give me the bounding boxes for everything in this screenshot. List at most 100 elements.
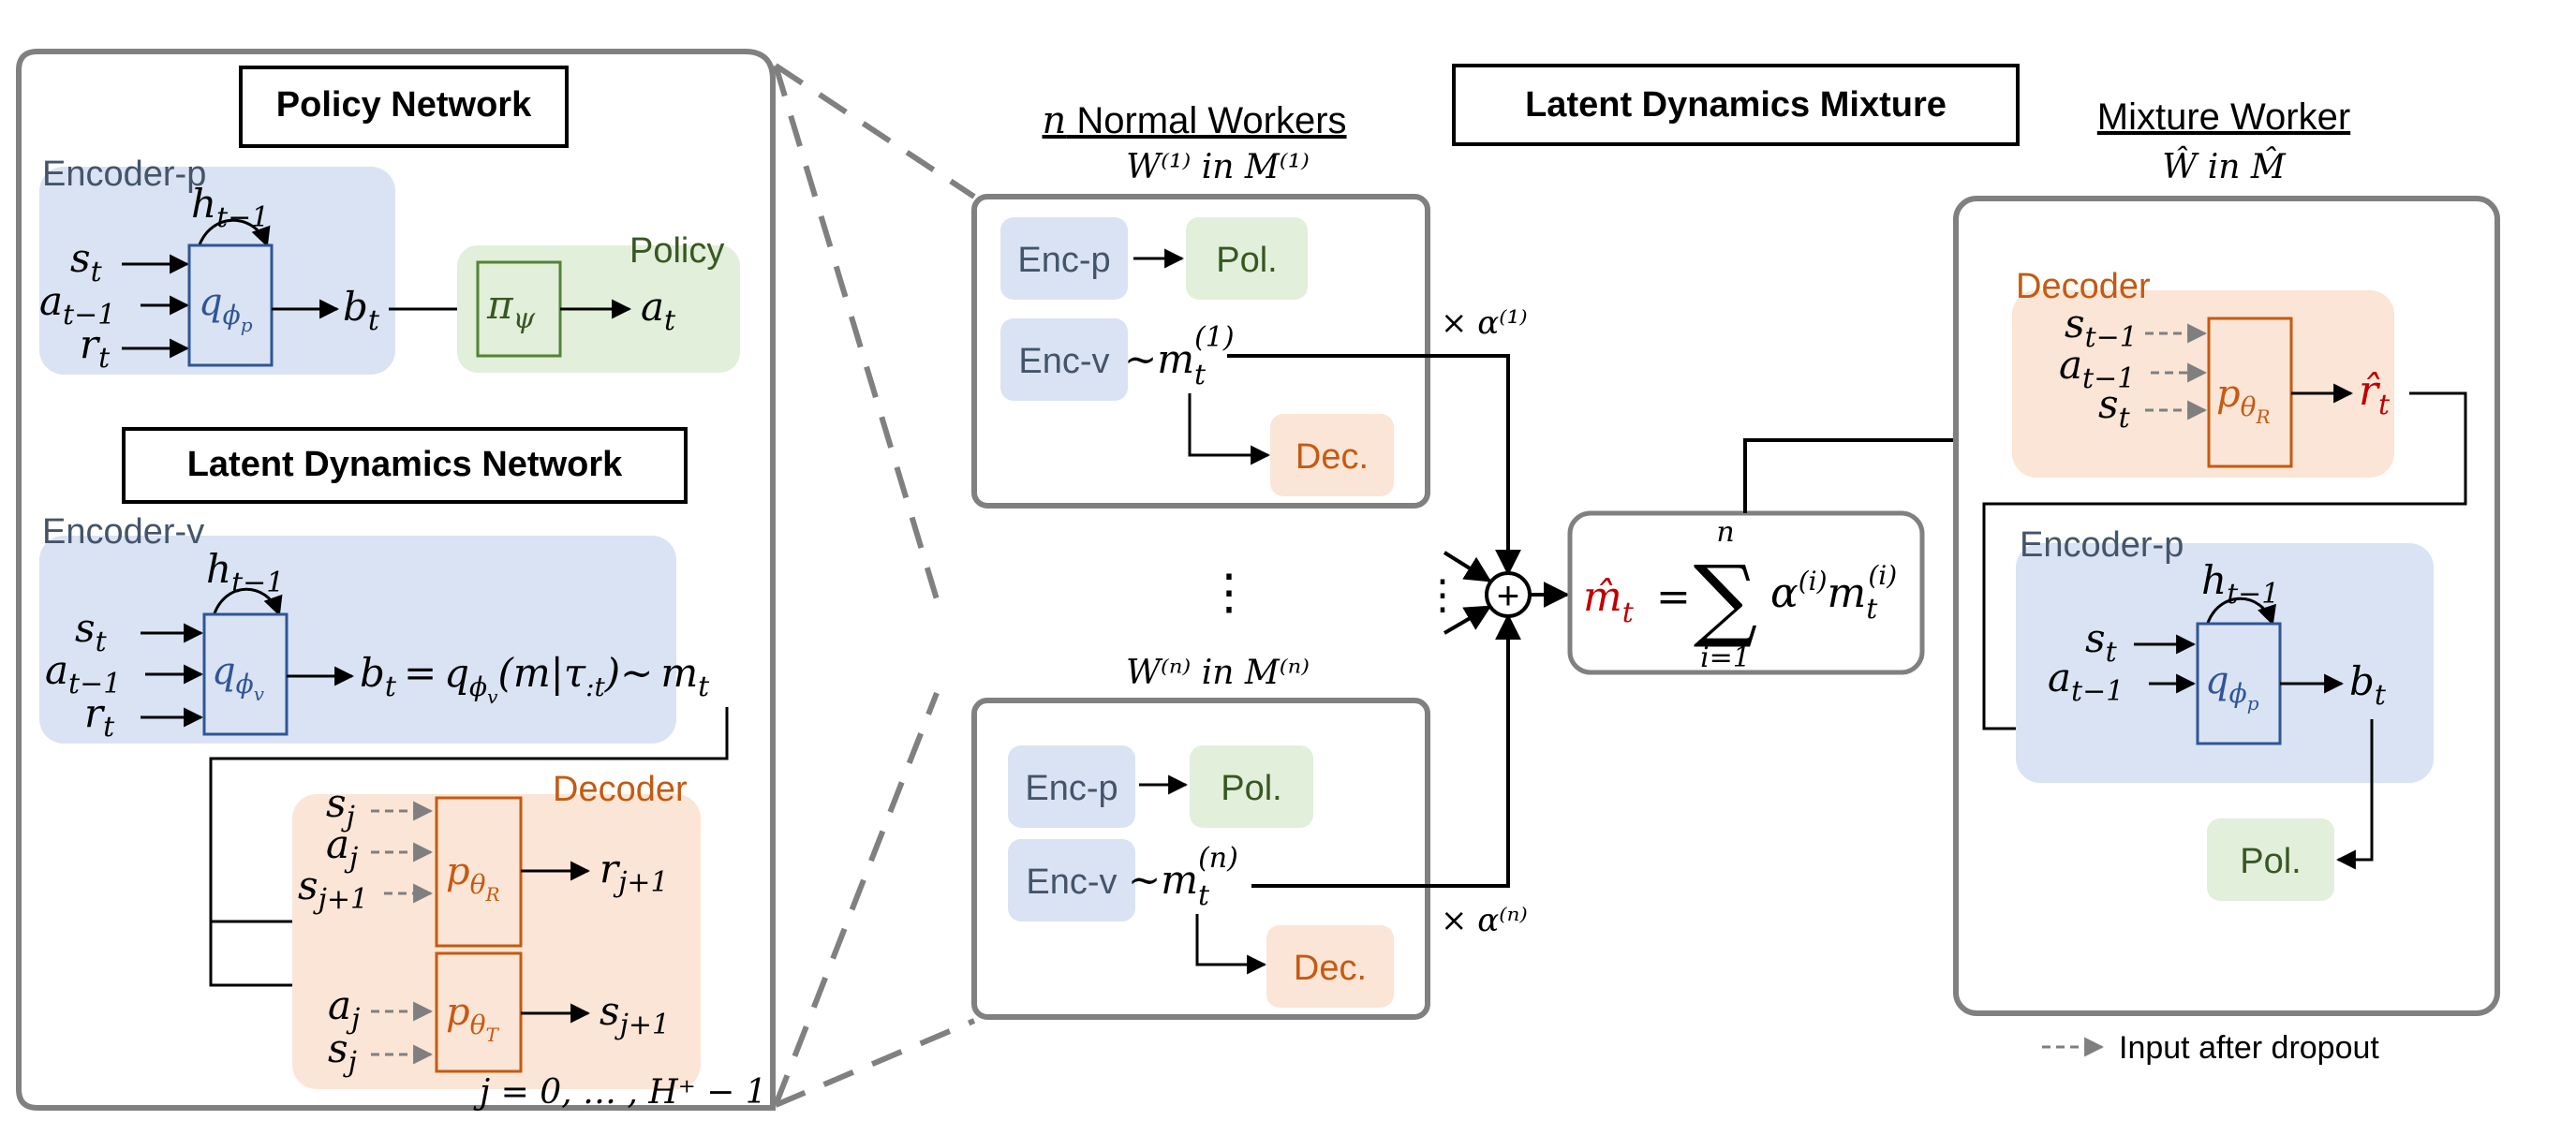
- mw-q-phi-p-label: qϕp: [2205, 659, 2259, 715]
- legend-label: Input after dropout: [2119, 1030, 2379, 1066]
- mw-s-tminus1: st−1: [2065, 301, 2138, 354]
- zoom-line-bottom-a: [774, 1018, 976, 1108]
- p-theta-r-box: [435, 796, 523, 948]
- mw-h-loop-arrow: [2205, 597, 2276, 626]
- mixture-worker-title: Mixture Worker: [2097, 96, 2350, 138]
- h-loop-arrow-v: [212, 587, 283, 617]
- left-panel-frame: [16, 49, 776, 1111]
- workern-dec: [1266, 925, 1394, 1008]
- a-tminus1-input-v: at−1: [45, 647, 121, 700]
- mixture-title: Latent Dynamics Mixture: [1525, 85, 1947, 125]
- policy-network-title-box: [239, 66, 569, 148]
- p-theta-t-box: [435, 951, 523, 1073]
- extra-input-b: [1443, 605, 1492, 635]
- m-to-decoder-line: [209, 707, 729, 995]
- sum-symbol: ∑: [1694, 546, 1758, 651]
- workern-pol-label: Pol.: [1221, 769, 1281, 808]
- pi-psi-label: πψ: [486, 282, 536, 335]
- s-t-input: st: [70, 235, 103, 288]
- alphan-label: × α⁽ⁿ⁾: [1441, 902, 1528, 939]
- worker1-enc-v: [1000, 318, 1128, 401]
- encoder-p-label: Encoder-p: [42, 155, 206, 194]
- mw-a-tminus1: at−1: [2059, 342, 2135, 395]
- p-theta-r-label: pθR: [446, 850, 500, 906]
- encoder-v-label: Encoder-v: [42, 512, 204, 552]
- worker1-dec: [1270, 414, 1394, 496]
- workern-enc-p-label: Enc-p: [1025, 769, 1118, 808]
- worker1-caption: W⁽¹⁾ in M⁽¹⁾: [1126, 148, 1310, 186]
- sum-bottom: i=1: [1700, 641, 1751, 674]
- index-range: j = 0, … , H⁺ − 1: [473, 1073, 767, 1112]
- q-phi-p-box: [187, 243, 274, 367]
- mw-a-tminus1-input: at−1: [2048, 655, 2124, 708]
- a-tminus1-input: at−1: [39, 278, 115, 332]
- h-loop-arrow: [197, 218, 271, 248]
- mixture-title-box: [1452, 64, 2020, 146]
- workern-pol: [1190, 745, 1313, 828]
- b-t-label: bt: [343, 284, 380, 337]
- q-phi-v-label: qϕv: [212, 650, 265, 705]
- worker1-m-to-dec-arrow: [1188, 393, 1271, 465]
- encoder-v-region: [39, 536, 676, 744]
- alpha1-label: × α⁽¹⁾: [1441, 304, 1528, 342]
- h-prev-label-v: ht−1: [206, 546, 284, 599]
- mixture-equation: Latent Dynamics Mixture m̂t = n ∑ i=1 α(…: [1452, 64, 2020, 675]
- workern-caption: W⁽ⁿ⁾ in M⁽ⁿ⁾: [1126, 654, 1310, 692]
- latent-dynamics-title: Latent Dynamics Network: [187, 445, 623, 484]
- workern-enc-v-label: Enc-v: [1026, 862, 1117, 902]
- mw-s-t: st: [2098, 381, 2131, 435]
- normal-workers: n Normal Workers W⁽¹⁾ in M⁽¹⁾ Enc-p Pol.…: [971, 99, 1430, 1020]
- mw-decoder-region: [2012, 290, 2394, 478]
- mw-pol: [2207, 818, 2334, 901]
- p-theta-t-label: pθT: [446, 991, 499, 1046]
- belief-equation: bt = qϕv(m|τ:t)~ mt: [360, 650, 710, 708]
- r-t-input: rt: [80, 321, 111, 375]
- worker1-dec-label: Dec.: [1295, 437, 1369, 477]
- mw-r-hat: r̂t: [2359, 367, 2391, 421]
- workern-m-to-dec-arrow: [1195, 914, 1267, 975]
- worker1-enc-p-label: Enc-p: [1017, 241, 1110, 280]
- mw-b-to-pol-arrow: [2335, 719, 2374, 870]
- workern-enc-v: [1008, 839, 1135, 921]
- m-hat-lhs: m̂t: [1583, 573, 1635, 629]
- r-t-input-v: rt: [84, 690, 115, 744]
- s-jplus1-input: sj+1: [298, 862, 368, 916]
- worker1-to-sum-line: [1227, 354, 1521, 576]
- extra-input-ellipsis: ⋮: [1422, 571, 1463, 619]
- a-j-input: aj: [326, 821, 358, 875]
- r-jplus1-output: rj+1: [600, 846, 669, 899]
- a-j-input-t: aj: [328, 982, 360, 1036]
- mw-s-t-input: st: [2085, 615, 2118, 669]
- s-j-input: sj: [326, 780, 355, 833]
- worker1-pol-label: Pol.: [1216, 241, 1277, 280]
- q-phi-v-box: [202, 612, 289, 736]
- mixture-worker: Mixture Worker Ŵ in M̂ Decoder st−1 at−1…: [1953, 96, 2500, 1016]
- equals-sign: =: [1656, 573, 1691, 621]
- s-jplus1-output: sj+1: [600, 988, 670, 1041]
- policy-network-title: Policy Network: [276, 85, 532, 125]
- mixture-worker-caption: Ŵ in M̂: [2162, 146, 2287, 186]
- sum-term: α(i)mt(i): [1770, 560, 1897, 626]
- left-panel: Policy Network Encoder-p ht−1 st at−1 rt…: [16, 49, 776, 1112]
- worker1-pol: [1186, 217, 1308, 300]
- worker1-enc-p: [1000, 217, 1128, 300]
- workern-to-sum-line: [1251, 613, 1521, 888]
- mw-b-t: bt: [2349, 658, 2387, 712]
- mw-pol-label: Pol.: [2240, 842, 2301, 881]
- workern-enc-p: [1008, 745, 1135, 828]
- a-t-output: at: [641, 284, 676, 337]
- s-j-input-t: sj: [328, 1025, 357, 1079]
- latent-dynamics-title-box: [122, 427, 688, 504]
- legend: Input after dropout: [2042, 1030, 2379, 1066]
- workern-dec-label: Dec.: [1294, 949, 1367, 988]
- zoom-line-bottom-b: [773, 691, 940, 1107]
- mw-p-theta-r-box: [2207, 317, 2293, 468]
- mw-decoder-label: Decoder: [2016, 267, 2151, 306]
- s-t-input-v: st: [75, 605, 108, 658]
- workers-ellipsis: ⋮: [1205, 565, 1253, 621]
- worker1-enc-v-label: Enc-v: [1018, 342, 1109, 381]
- normal-workers-title: n Normal Workers: [1042, 99, 1346, 142]
- mw-encoder-p-label: Encoder-p: [2020, 525, 2184, 565]
- policy-label: Policy: [629, 231, 724, 271]
- sum-node-plus: +: [1497, 573, 1520, 617]
